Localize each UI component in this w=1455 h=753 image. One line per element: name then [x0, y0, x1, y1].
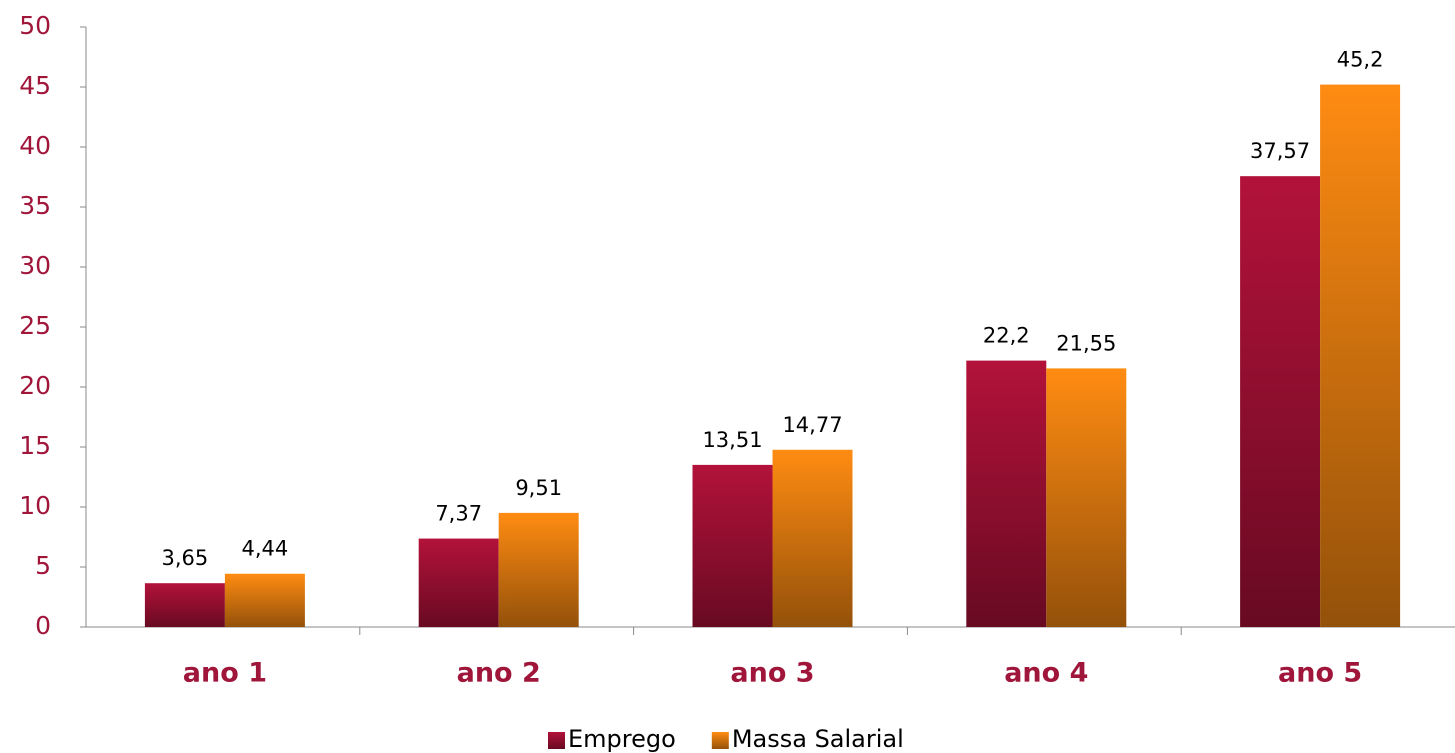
data-label: 13,51	[702, 428, 762, 452]
y-tick-label: 20	[19, 371, 51, 400]
bar	[224, 573, 305, 627]
y-tick-label: 30	[19, 251, 51, 280]
legend-label: Emprego	[568, 725, 676, 753]
y-tick-label: 50	[19, 11, 51, 40]
bar	[418, 538, 499, 627]
y-tick-label: 45	[19, 71, 51, 100]
x-tick-label: ano 4	[1004, 658, 1088, 689]
data-label: 37,57	[1250, 139, 1310, 163]
legend-label: Massa Salarial	[732, 725, 904, 753]
data-label: 7,37	[435, 502, 482, 526]
data-label: 3,65	[162, 546, 209, 570]
y-tick-label: 25	[19, 311, 51, 340]
bar	[144, 583, 225, 627]
y-tick-label: 15	[19, 431, 51, 460]
bar	[1240, 176, 1321, 627]
bar	[692, 464, 773, 627]
data-label: 14,77	[782, 413, 842, 437]
x-tick-label: ano 2	[457, 658, 541, 689]
legend-swatch	[548, 732, 565, 749]
x-tick-label: ano 1	[183, 658, 267, 689]
legend-swatch	[711, 732, 729, 749]
bar	[966, 360, 1047, 627]
data-label: 4,44	[242, 537, 289, 561]
data-label: 22,2	[983, 324, 1030, 348]
y-tick-label: 40	[19, 131, 51, 160]
y-tick-label: 0	[35, 611, 51, 640]
data-label: 45,2	[1337, 48, 1384, 72]
bar	[498, 512, 579, 627]
bar	[1320, 84, 1401, 628]
y-tick-label: 35	[19, 191, 51, 220]
y-tick-label: 10	[19, 491, 51, 520]
bar	[772, 449, 853, 627]
y-tick-label: 5	[35, 551, 51, 580]
x-tick-label: ano 5	[1278, 658, 1362, 689]
data-label: 21,55	[1056, 331, 1116, 355]
x-tick-label: ano 3	[730, 658, 814, 689]
data-label: 9,51	[515, 476, 562, 500]
bar	[1046, 368, 1127, 627]
